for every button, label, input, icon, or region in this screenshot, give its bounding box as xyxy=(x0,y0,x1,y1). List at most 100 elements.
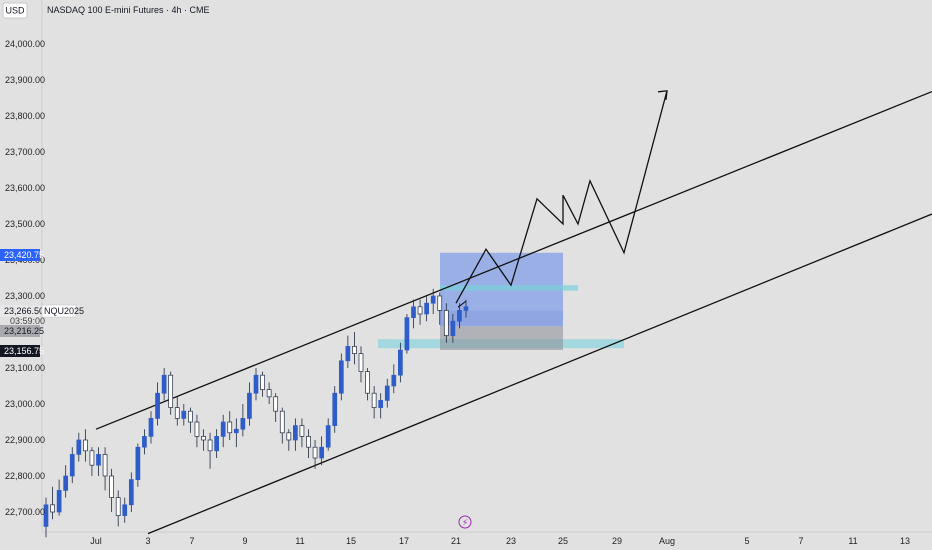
candle-body-up xyxy=(142,436,147,448)
lower-channel-line[interactable] xyxy=(147,213,932,535)
blue-price-label: 23,420.75 xyxy=(4,250,44,260)
candle xyxy=(115,490,121,527)
candle-body-down xyxy=(115,497,121,516)
stop-zone[interactable] xyxy=(440,326,563,350)
time-tick-label: 5 xyxy=(744,536,749,546)
candle-body-up xyxy=(63,475,69,491)
candle xyxy=(417,299,423,325)
candle-body-down xyxy=(201,436,206,441)
candle-body-down xyxy=(227,421,233,434)
lightning-icon: ⚡ xyxy=(462,519,468,529)
price-tick-label: 24,000.00 xyxy=(5,39,45,49)
time-tick-label: 29 xyxy=(612,536,622,546)
candle-body-up xyxy=(96,454,101,466)
candle-body-down xyxy=(207,439,213,452)
candle xyxy=(293,418,298,451)
upper-channel-line[interactable] xyxy=(95,90,932,430)
candle xyxy=(76,432,82,462)
candle xyxy=(398,342,403,383)
candle xyxy=(391,364,397,394)
candle-body-down xyxy=(83,439,88,452)
candle xyxy=(174,396,180,426)
projection-arrowhead xyxy=(657,90,668,100)
candle-body-down xyxy=(365,371,370,394)
candle-body-up xyxy=(233,428,239,434)
candle-body-down xyxy=(109,475,114,498)
candle-body-down xyxy=(260,374,265,390)
candle xyxy=(96,447,101,476)
price-tick-label: 22,800.00 xyxy=(5,471,45,481)
candle xyxy=(325,418,331,451)
channel-layer xyxy=(95,90,932,535)
candle-body-up xyxy=(430,295,436,304)
price-tick-label: 23,000.00 xyxy=(5,399,45,409)
candle-body-down xyxy=(312,446,318,459)
candle-body-down xyxy=(168,374,174,408)
candle xyxy=(358,346,364,383)
candle xyxy=(161,368,167,401)
candle xyxy=(384,378,390,408)
candle xyxy=(227,411,233,440)
symbol-price-badge xyxy=(0,305,40,317)
candle-body-up xyxy=(214,436,219,452)
candle-body-up xyxy=(56,490,62,513)
candle-body-up xyxy=(384,385,390,401)
target-zone[interactable] xyxy=(440,252,563,311)
price-tick-label: 23,900.00 xyxy=(5,75,45,85)
candle-body-up xyxy=(338,360,344,394)
entry-arrow xyxy=(457,300,467,308)
candle-body-up xyxy=(457,310,462,322)
time-tick-label: Aug xyxy=(659,536,675,546)
candle-body-down xyxy=(417,306,423,315)
candle-body-up xyxy=(135,446,141,480)
candle xyxy=(194,414,200,448)
candle xyxy=(345,335,351,368)
candle xyxy=(404,314,410,354)
candle xyxy=(437,292,443,325)
candle xyxy=(247,382,252,426)
price-tick-label: 22,900.00 xyxy=(5,435,45,445)
candle-body-up xyxy=(148,418,154,437)
time-tick-label: 17 xyxy=(399,536,409,546)
time-tick-label: 23 xyxy=(506,536,516,546)
candle xyxy=(352,332,357,365)
time-tick-label: 11 xyxy=(295,536,304,546)
candle xyxy=(450,314,456,343)
candle-body-up xyxy=(325,425,331,448)
candle xyxy=(378,393,384,419)
time-tick-label: 21 xyxy=(451,536,461,546)
candle xyxy=(207,432,213,469)
price-tick-label: 22,700.00 xyxy=(5,507,45,517)
candle xyxy=(273,393,279,422)
entry-zone[interactable] xyxy=(440,310,563,327)
upper-band[interactable] xyxy=(440,285,578,291)
candle xyxy=(168,371,174,415)
candle-body-down xyxy=(194,421,200,437)
candle-body-up xyxy=(128,479,134,506)
candle xyxy=(56,479,62,516)
time-tick-label: 15 xyxy=(346,536,356,546)
candle xyxy=(233,418,239,448)
candle xyxy=(443,303,449,343)
candle-body-up xyxy=(76,439,82,455)
time-tick-label: 9 xyxy=(242,536,247,546)
price-axis-panel[interactable] xyxy=(0,0,42,550)
price-tick-label: 23,700.00 xyxy=(5,147,45,157)
candle-body-up xyxy=(378,400,384,408)
candle-body-down xyxy=(358,353,364,372)
candle xyxy=(155,382,160,426)
projection-path[interactable] xyxy=(455,90,668,304)
candle xyxy=(430,288,436,314)
candle-body-down xyxy=(266,389,272,398)
candle xyxy=(266,382,272,404)
candle xyxy=(279,407,285,444)
candle-body-up xyxy=(247,392,252,419)
price-tick-label: 23,300.00 xyxy=(5,291,45,301)
time-tick-label: 13 xyxy=(900,536,910,546)
candle-layer xyxy=(43,288,469,538)
currency-button[interactable] xyxy=(2,2,28,19)
event-marker[interactable] xyxy=(458,515,472,529)
candle-body-up xyxy=(345,346,351,362)
candle xyxy=(188,407,193,433)
